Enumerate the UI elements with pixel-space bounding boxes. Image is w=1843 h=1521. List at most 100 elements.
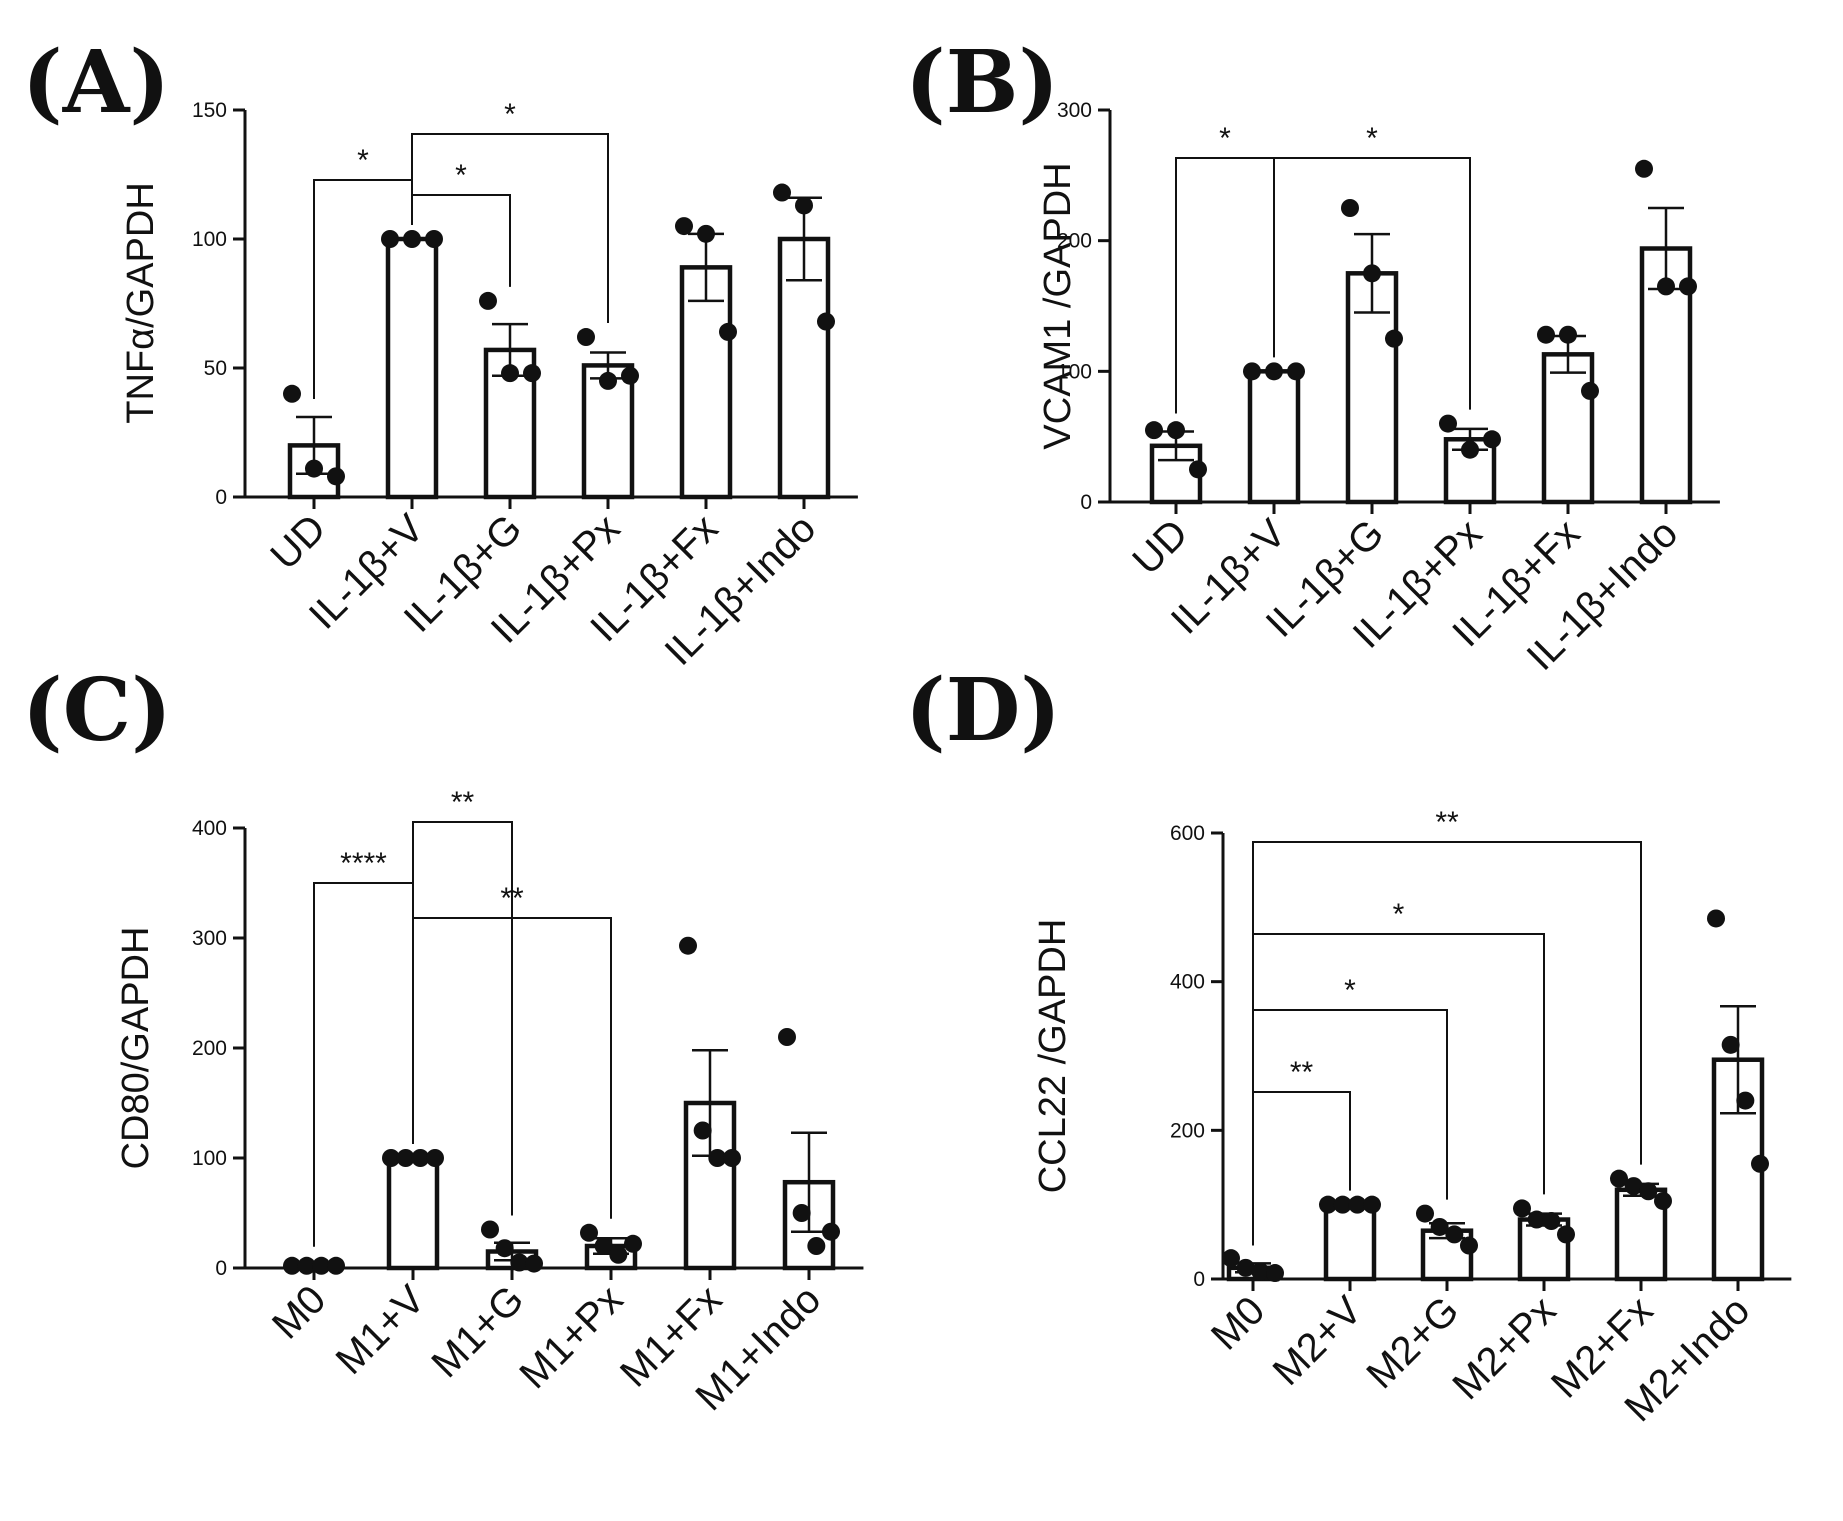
data-point (719, 322, 737, 341)
significance-bracket (412, 917, 612, 1219)
significance-bracket (1252, 933, 1545, 1246)
data-point (792, 1204, 811, 1222)
data-point (327, 1256, 345, 1275)
data-point (1251, 1262, 1270, 1281)
significance-label: * (1344, 974, 1356, 1007)
significance-label: * (1393, 898, 1405, 931)
data-point (723, 1149, 741, 1167)
data-point (1243, 362, 1261, 381)
data-point (1721, 1035, 1740, 1054)
bar-4 (1541, 352, 1595, 505)
y-tick-label: 0 (1080, 491, 1092, 514)
panel-letter: (B) (905, 32, 1059, 133)
data-point (1439, 414, 1457, 433)
data-point (1542, 1212, 1561, 1231)
y-tick-label: 0 (215, 486, 227, 509)
data-point (312, 1256, 331, 1275)
data-point (501, 364, 519, 383)
significance-label: ** (500, 882, 524, 915)
data-point (1513, 1199, 1531, 1218)
significance-label: * (357, 144, 369, 177)
x-category-label: UD (262, 506, 334, 578)
data-point (778, 1028, 796, 1046)
y-tick-label: 200 (192, 1037, 227, 1060)
panel-b: (B)VCAM1 /GAPDH0100200300UDIL-1β+VIL-1β+… (905, 32, 1720, 679)
data-point (1679, 277, 1697, 296)
data-point (1236, 1258, 1255, 1277)
data-point (675, 217, 693, 236)
y-tick-label: 600 (1170, 822, 1205, 845)
bar-1 (1247, 369, 1301, 505)
data-point (382, 1149, 400, 1167)
data-point (425, 230, 443, 248)
data-point (495, 1239, 514, 1258)
data-point (1751, 1154, 1769, 1173)
data-point (283, 1256, 301, 1275)
data-point (807, 1237, 826, 1255)
data-point (817, 312, 835, 331)
data-point (1624, 1177, 1643, 1196)
significance-bracket (411, 133, 609, 324)
data-point (523, 364, 541, 383)
significance-label: ** (1435, 806, 1459, 839)
x-category-label: M0 (264, 1277, 334, 1347)
data-point (1559, 325, 1577, 344)
panel-a: (A)TNFα/GAPDH050100150UDIL-1β+VIL-1β+GIL… (22, 32, 858, 674)
data-point (411, 1149, 430, 1167)
data-point (479, 291, 497, 310)
data-point (795, 196, 813, 215)
y-tick-label: 100 (1057, 360, 1092, 383)
y-tick-label: 150 (192, 99, 227, 122)
data-point (525, 1254, 543, 1273)
y-tick-label: 100 (192, 1147, 227, 1170)
data-point (1657, 277, 1675, 296)
significance-bracket (1252, 841, 1642, 1246)
data-point (1363, 264, 1381, 283)
y-tick-label: 400 (192, 817, 227, 840)
panel-letter: (A) (22, 32, 170, 133)
data-point (580, 1223, 598, 1242)
data-point (1581, 381, 1599, 400)
data-point (481, 1220, 499, 1239)
x-category-label: M0 (1203, 1288, 1273, 1358)
data-point (594, 1237, 613, 1255)
significance-label: **** (340, 847, 387, 880)
data-point (1460, 1236, 1478, 1255)
data-point (1654, 1191, 1672, 1210)
significance-label: ** (451, 786, 475, 819)
x-category-label: M1+Px (511, 1277, 631, 1397)
y-tick-label: 400 (1170, 971, 1205, 994)
significance-label: * (1366, 122, 1378, 155)
data-point (1341, 199, 1359, 217)
data-point (403, 230, 421, 248)
y-axis-label: CCL22 /GAPDH (1032, 919, 1074, 1194)
bar-1 (386, 1155, 440, 1271)
data-point (297, 1256, 316, 1275)
data-point (679, 936, 697, 955)
data-point (426, 1149, 444, 1167)
data-point (1189, 460, 1207, 479)
y-tick-label: 300 (1057, 99, 1092, 122)
data-point (577, 328, 595, 347)
bar-3 (581, 363, 635, 500)
significance-label: * (504, 98, 516, 131)
data-point (697, 224, 715, 243)
y-axis-label: VCAM1 /GAPDH (1037, 162, 1079, 449)
significance-label: * (455, 159, 467, 192)
data-point (1222, 1249, 1240, 1268)
data-point (1333, 1195, 1352, 1214)
data-point (822, 1222, 840, 1241)
data-point (693, 1121, 712, 1140)
y-axis-label: TNFα/GAPDH (120, 182, 162, 424)
panel-d: (D)CCL22 /GAPDH0200400600M0M2+VM2+GM2+Px… (905, 660, 1792, 1430)
bar-5 (777, 236, 831, 500)
data-point (510, 1253, 529, 1272)
data-point (1266, 1264, 1284, 1283)
y-axis-label: CD80/GAPDH (115, 927, 157, 1170)
y-tick-label: 200 (1057, 230, 1092, 253)
data-point (1557, 1225, 1575, 1244)
data-point (1416, 1204, 1434, 1223)
panel-letter: (C) (22, 660, 172, 761)
data-point (381, 230, 399, 248)
